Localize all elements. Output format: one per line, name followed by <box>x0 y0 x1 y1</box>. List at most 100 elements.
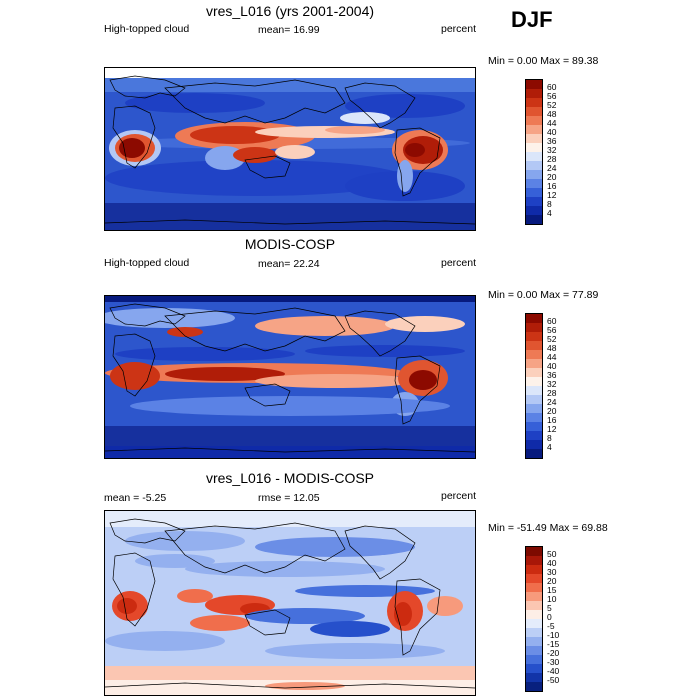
panel-2-map <box>104 295 476 459</box>
panel-1-colorbar-segment <box>526 179 542 188</box>
panel-3-colorbar <box>525 546 543 692</box>
cbar-3-label-8: -5 <box>547 621 555 631</box>
panel-1-colorbar-segment <box>526 134 542 143</box>
panel-1-map <box>104 67 476 231</box>
panel-3-colorbar-segment <box>526 682 542 691</box>
panel-2-colorbar-segment <box>526 314 542 323</box>
cbar-3-label-2: 30 <box>547 567 557 577</box>
panel-3-colorbar-segment <box>526 610 542 619</box>
cbar-2-label-10: 20 <box>547 406 557 416</box>
panel-1-variable-label: High-topped cloud <box>104 23 190 35</box>
cbar-2-label-9: 24 <box>547 397 557 407</box>
panel-2-colorbar-segment <box>526 377 542 386</box>
panel-3-mean-label: mean = -5.25 <box>104 492 167 504</box>
cbar-1-label-8: 28 <box>547 154 557 164</box>
cbar-1-label-12: 12 <box>547 190 557 200</box>
panel-2-colorbar-segment <box>526 350 542 359</box>
panel-3-colorbar-segment <box>526 664 542 673</box>
panel-3-colorbar-segment <box>526 655 542 664</box>
panel-1-colorbar-segment <box>526 161 542 170</box>
cbar-3-label-3: 20 <box>547 576 557 586</box>
cbar-3-label-0: 50 <box>547 549 557 559</box>
panel-2-colorbar-segment <box>526 440 542 449</box>
panel-3-colorbar-labels: 50 40 30 20 15 10 5 0 -5 -10 -15 -20 -30… <box>547 546 569 690</box>
panel-1-mean-label: mean= 16.99 <box>258 24 320 36</box>
panel-2-colorbar-segment <box>526 413 542 422</box>
cbar-1-label-1: 56 <box>547 91 557 101</box>
cbar-1-label-10: 20 <box>547 172 557 182</box>
cbar-3-label-14: -50 <box>547 675 560 685</box>
panel-2-minmax: Min = 0.00 Max = 77.89 <box>488 289 599 301</box>
cbar-1-label-2: 52 <box>547 100 557 110</box>
panel-2-variable-label: High-topped cloud <box>104 257 190 269</box>
panel-1-colorbar-segment <box>526 188 542 197</box>
cbar-3-label-4: 15 <box>547 585 557 595</box>
cbar-3-label-5: 10 <box>547 594 557 604</box>
cbar-2-label-7: 32 <box>547 379 557 389</box>
panel-3-colorbar-segment <box>526 565 542 574</box>
panel-3-minmax: Min = -51.49 Max = 69.88 <box>488 522 608 534</box>
panel-2-colorbar-segment <box>526 359 542 368</box>
panel-2-colorbar-segment <box>526 404 542 413</box>
panel-2-title: MODIS-COSP <box>244 236 336 252</box>
panel-1-colorbar-segment <box>526 116 542 125</box>
panel-3-units-label: percent <box>441 490 477 502</box>
panel-1-colorbar-segment <box>526 107 542 116</box>
cbar-2-label-5: 40 <box>547 361 557 371</box>
panel-3-colorbar-segment <box>526 646 542 655</box>
panel-1-colorbar <box>525 79 543 225</box>
cbar-1-label-13: 8 <box>547 199 552 209</box>
cbar-3-label-7: 0 <box>547 612 552 622</box>
cbar-1-label-5: 40 <box>547 127 557 137</box>
panel-2-colorbar <box>525 313 543 459</box>
panel-1-units-label: percent <box>441 23 477 35</box>
panel-2-mean-label: mean= 22.24 <box>258 258 320 270</box>
panel-3-rmse-label: rmse = 12.05 <box>258 492 320 504</box>
cbar-2-label-4: 44 <box>547 352 557 362</box>
panel-2-colorbar-labels: 60 56 52 48 44 40 36 32 28 24 20 16 12 8… <box>547 313 567 457</box>
cbar-2-label-3: 48 <box>547 343 557 353</box>
panel-1-colorbar-segment <box>526 215 542 224</box>
panel-2-colorbar-segment <box>526 431 542 440</box>
panel-1-minmax: Min = 0.00 Max = 89.38 <box>488 55 599 67</box>
panel-3-colorbar-segment <box>526 619 542 628</box>
panel-3-colorbar-segment <box>526 601 542 610</box>
panel-2-colorbar-segment <box>526 395 542 404</box>
panel-3-title: vres_L016 - MODIS-COSP <box>205 470 375 486</box>
cbar-2-label-0: 60 <box>547 316 557 326</box>
cbar-3-label-1: 40 <box>547 558 557 568</box>
panel-1-title: vres_L016 (yrs 2001-2004) <box>205 3 375 19</box>
panel-1-colorbar-segment <box>526 98 542 107</box>
panel-1-colorbar-segment <box>526 143 542 152</box>
cbar-3-label-10: -15 <box>547 639 560 649</box>
cbar-1-label-3: 48 <box>547 109 557 119</box>
cbar-1-label-0: 60 <box>547 82 557 92</box>
panel-2-colorbar-segment <box>526 449 542 458</box>
cbar-2-label-8: 28 <box>547 388 557 398</box>
cbar-2-label-6: 36 <box>547 370 557 380</box>
cbar-1-label-6: 36 <box>547 136 557 146</box>
cbar-1-label-4: 44 <box>547 118 557 128</box>
cbar-3-label-9: -10 <box>547 630 560 640</box>
season-label: DJF <box>511 7 553 32</box>
panel-3-colorbar-segment <box>526 592 542 601</box>
panel-2-colorbar-segment <box>526 323 542 332</box>
panel-1-colorbar-segment <box>526 125 542 134</box>
panel-3-colorbar-segment <box>526 673 542 682</box>
panel-2-colorbar-segment <box>526 422 542 431</box>
panel-2-units-label: percent <box>441 257 477 269</box>
cbar-2-label-11: 16 <box>547 415 557 425</box>
cbar-3-label-12: -30 <box>547 657 560 667</box>
panel-3-colorbar-segment <box>526 574 542 583</box>
cbar-2-label-14: 4 <box>547 442 552 452</box>
panel-2-colorbar-segment <box>526 386 542 395</box>
cbar-2-label-13: 8 <box>547 433 552 443</box>
panel-3-colorbar-segment <box>526 628 542 637</box>
panel-3-colorbar-segment <box>526 556 542 565</box>
cbar-2-label-12: 12 <box>547 424 557 434</box>
panel-1-colorbar-segment <box>526 152 542 161</box>
panel-3-map <box>104 510 476 696</box>
panel-1-colorbar-segment <box>526 197 542 206</box>
panel-1-colorbar-segment <box>526 206 542 215</box>
panel-1-colorbar-segment <box>526 89 542 98</box>
